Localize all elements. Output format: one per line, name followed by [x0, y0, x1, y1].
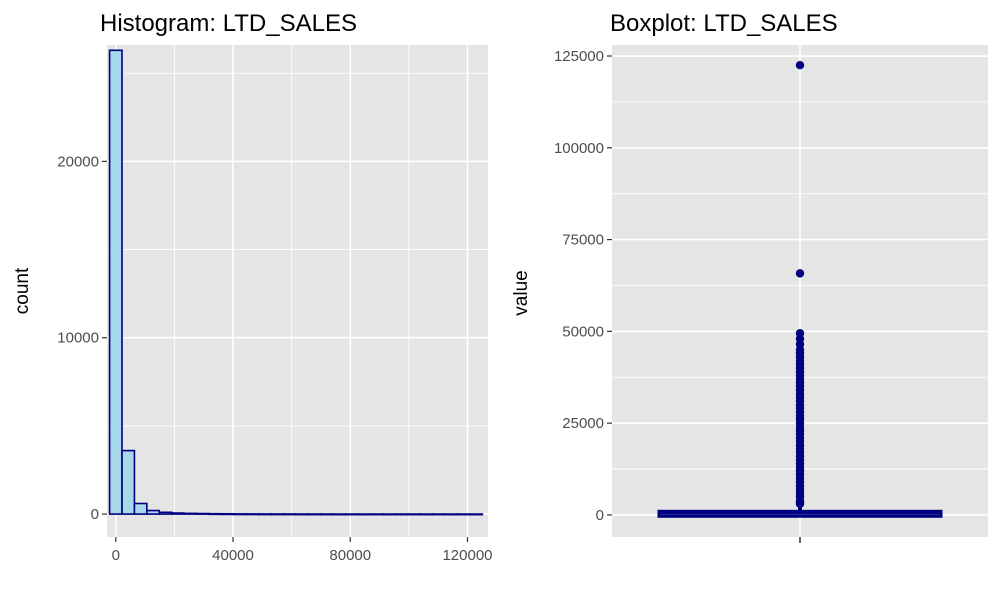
histogram-bar [121, 449, 136, 515]
boxplot-y-ticks: 0 25000 50000 75000 100000 125000 [554, 48, 612, 524]
histogram-bar [344, 513, 359, 516]
histogram-bar [456, 513, 471, 516]
histogram-y-tick-label: 10000 [57, 330, 99, 347]
histogram-bar [245, 513, 260, 516]
histogram-bar [270, 513, 285, 516]
histogram-x-tick-label: 80000 [329, 547, 371, 564]
histogram-bar [431, 513, 446, 516]
boxplot-y-tick-label: 25000 [562, 415, 604, 432]
histogram-bar [307, 513, 322, 516]
histogram-bar [320, 513, 335, 516]
histogram-bar [332, 513, 347, 516]
histogram-bar [419, 513, 434, 516]
boxplot-outlier-point [795, 60, 805, 70]
boxplot-title: Boxplot: LTD_SALES [610, 10, 838, 37]
histogram-bar [369, 513, 384, 516]
boxplot-y-tick-label: 50000 [562, 323, 604, 340]
histogram-x-tick-label: 40000 [212, 547, 254, 564]
histogram-bar [282, 513, 297, 516]
histogram-panel [107, 45, 488, 537]
histogram-bar [220, 513, 235, 516]
boxplot-y-tick-label: 75000 [562, 232, 604, 249]
histogram-y-tick-label: 20000 [57, 153, 99, 170]
histogram-bar [357, 513, 372, 516]
histogram-bar [170, 512, 185, 515]
histogram-bar [382, 513, 397, 516]
boxplot-outliers [795, 60, 805, 509]
histogram-bar [183, 512, 198, 515]
histogram-x-tick-label: 0 [112, 547, 120, 564]
histogram-y-tick-label: 0 [91, 506, 99, 523]
histogram-x-tick-label: 120000 [442, 547, 492, 564]
histogram-bar [233, 513, 248, 516]
histogram-bar [146, 509, 161, 515]
histogram-bar [195, 512, 210, 515]
boxplot-outlier-point [795, 499, 805, 509]
histogram-y-ticks: 0 10000 20000 [57, 153, 107, 523]
boxplot-y-tick-label: 125000 [554, 48, 604, 65]
boxplot-y-tick-label: 0 [596, 507, 604, 524]
boxplot-y-axis-label: value [511, 270, 532, 315]
histogram-bar [257, 513, 272, 516]
histogram-bar [469, 513, 484, 516]
histogram-bar [133, 502, 148, 515]
boxplot-y-tick-label: 100000 [554, 140, 604, 157]
histogram-bar [394, 513, 409, 516]
histogram-bar [407, 513, 422, 516]
histogram-bar [158, 511, 173, 515]
boxplot-outlier-point [795, 269, 805, 278]
histogram-bar [295, 513, 310, 516]
histogram-bar [444, 513, 459, 516]
histogram-bars [108, 49, 484, 516]
histogram-title: Histogram: LTD_SALES [100, 10, 357, 37]
histogram-bar [208, 512, 223, 516]
histogram-bar [108, 49, 123, 515]
histogram-x-ticks: 0 40000 80000 120000 [112, 537, 493, 564]
histogram-y-axis-label: count [12, 267, 33, 314]
